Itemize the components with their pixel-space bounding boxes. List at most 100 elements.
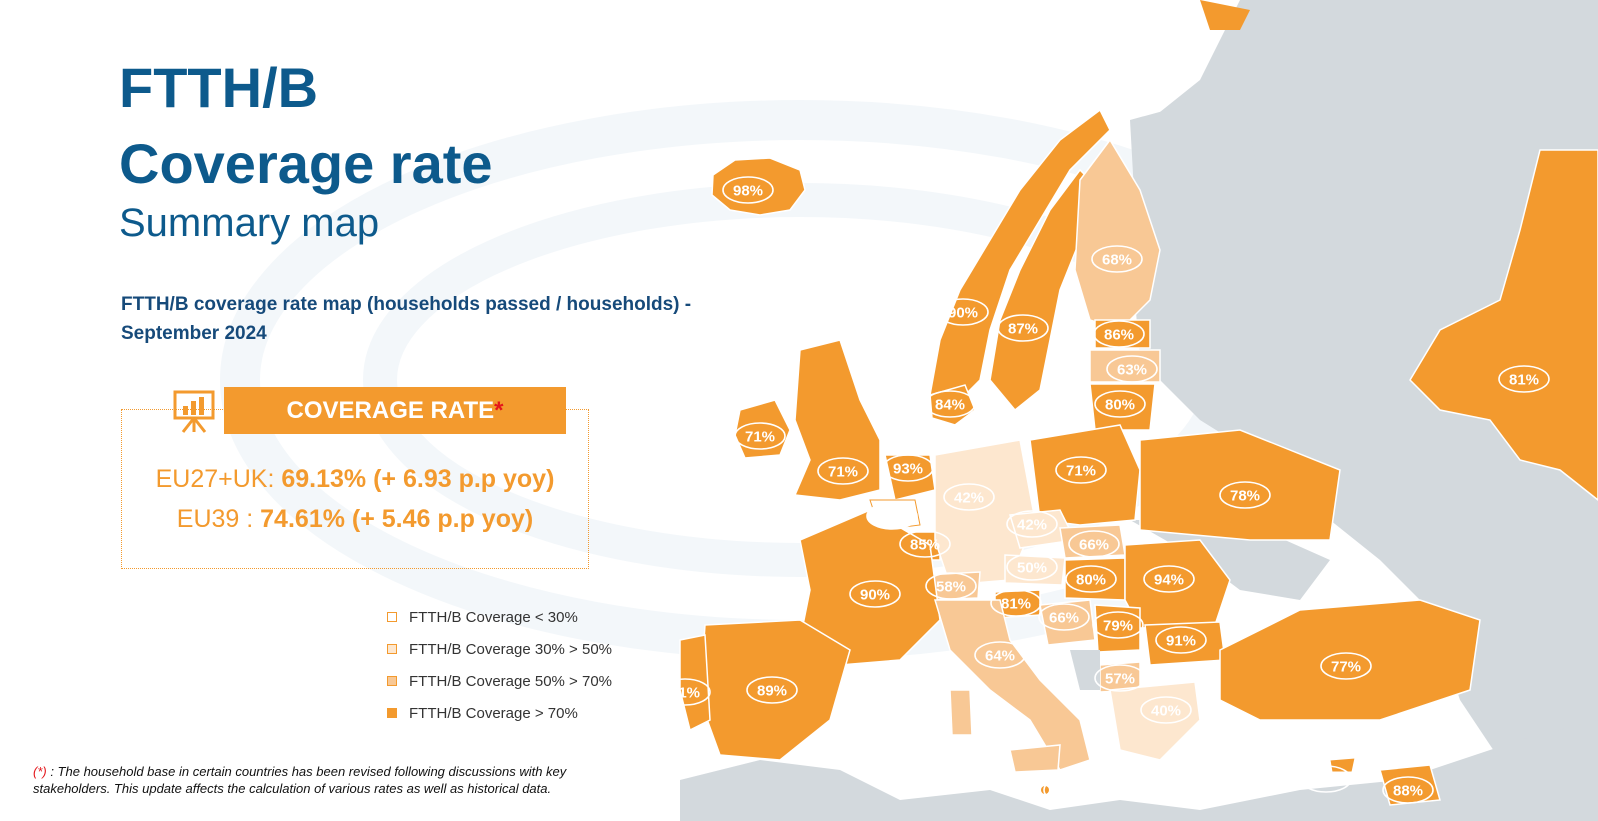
map-label-germany: 42%	[943, 483, 995, 511]
map-label-luxembourg: 85%	[899, 530, 951, 558]
italy-region	[933, 599, 1091, 771]
map-label-bubble	[1094, 664, 1146, 692]
map-label-bubble	[866, 502, 918, 530]
map-label-text: 86%	[1104, 327, 1134, 344]
subtitle-line-1: FTTH/B coverage rate map (households pas…	[121, 294, 692, 315]
map-label-bubble	[1068, 530, 1120, 558]
norway-region	[929, 108, 1111, 401]
map-label-bubble	[899, 530, 951, 558]
map-label-belarus: 78%	[1219, 481, 1271, 509]
map-label-bubble	[1106, 355, 1158, 383]
legend-item-under-30: FTTH/B Coverage < 30%	[387, 607, 578, 627]
map-label-text: 80%	[1105, 397, 1135, 414]
map-label-bubble	[925, 572, 977, 600]
map-label-netherlands: 93%	[882, 454, 934, 482]
map-label-text: 78%	[1230, 488, 1260, 505]
map-label-slovenia: 81%	[990, 589, 1042, 617]
map-label-turkey: 77%	[1320, 652, 1372, 680]
map-label-text: 68%	[1102, 252, 1132, 269]
coverage-rate-heading: COVERAGE RATE *	[224, 387, 566, 434]
map-label-czechia: 42%	[1006, 510, 1058, 538]
legend-swatch-50-70	[387, 676, 397, 686]
map-label-text: 89%	[757, 683, 787, 700]
map-label-latvia: 63%	[1106, 355, 1158, 383]
map-label-bubble	[1092, 611, 1144, 639]
malta-region	[1041, 786, 1049, 794]
map-label-text: 81%	[1509, 372, 1539, 389]
eu39-stat: EU39 : 74.61% (+ 5.46 p.p yoy)	[121, 505, 589, 534]
legend-swatch-over-70	[387, 708, 397, 718]
latvia-region	[1089, 349, 1161, 383]
turkey-region	[1219, 599, 1481, 721]
map-label-bubble	[1320, 652, 1372, 680]
map-label-belgium: 28%	[866, 502, 918, 530]
map-label-bubble	[990, 589, 1042, 617]
map-label-text: 57%	[1105, 671, 1135, 688]
legend-item-over-70: FTTH/B Coverage > 70%	[387, 703, 578, 723]
sicily-region	[1009, 744, 1061, 773]
map-label-bubble	[924, 390, 976, 418]
footnote: (*) : The household base in certain coun…	[33, 763, 623, 797]
eu39-value: 74.61% (+ 5.46 p.p yoy)	[260, 505, 534, 533]
serbia-region	[1094, 604, 1141, 653]
map-label-text: 58%	[936, 579, 966, 596]
coverage-rate-asterisk: *	[494, 396, 504, 424]
map-label-russia: 81%	[1498, 365, 1550, 393]
legend-item-30-50: FTTH/B Coverage 30% > 50%	[387, 639, 612, 659]
page-title-line-1: FTTH/B	[119, 56, 319, 119]
map-subtitle: FTTH/B coverage rate map (households pas…	[121, 290, 741, 348]
uk-region	[793, 339, 881, 501]
map-label-text: 50%	[1017, 560, 1047, 577]
map-label-portugal: 91%	[659, 678, 711, 706]
map-label-austria: 50%	[1006, 553, 1058, 581]
map-label-text: 84%	[935, 397, 965, 414]
map-label-text: 94%	[1154, 572, 1184, 589]
map-label-norway: 90%	[937, 298, 989, 326]
map-label-bubble	[1300, 765, 1352, 793]
map-label-bubble	[1038, 603, 1090, 631]
legend-swatch-under-30	[387, 612, 397, 622]
coverage-rate-heading-text: COVERAGE RATE	[286, 396, 495, 424]
presentation-chart-icon	[173, 390, 215, 433]
portugal-region	[679, 634, 711, 732]
map-label-bubble	[1006, 553, 1058, 581]
eu27uk-label: EU27+UK:	[155, 465, 282, 493]
map-label-lithuania: 80%	[1094, 390, 1146, 418]
map-label-denmark: 84%	[924, 390, 976, 418]
eu27uk-stat: EU27+UK: 69.13% (+ 6.93 p.p yoy)	[121, 465, 589, 494]
map-label-bubble	[1094, 390, 1146, 418]
map-label-bubble	[1006, 510, 1058, 538]
map-label-bubble	[659, 678, 711, 706]
map-label-poland: 71%	[1055, 456, 1107, 484]
map-label-bubble	[1498, 365, 1550, 393]
map-label-romania: 94%	[1143, 565, 1195, 593]
austria-region	[1004, 554, 1066, 586]
map-label-bubble	[943, 483, 995, 511]
footnote-text: : The household base in certain countrie…	[33, 764, 567, 796]
map-label-bubble	[1091, 245, 1143, 273]
map-label-bubble	[1382, 776, 1434, 804]
map-label-estonia: 86%	[1093, 320, 1145, 348]
map-label-iceland: 98%	[722, 176, 774, 204]
map-label-ireland: 71%	[734, 422, 786, 450]
map-label-text: 90%	[860, 587, 890, 604]
map-label-text: 81%	[1001, 596, 1031, 613]
map-label-bubble	[849, 580, 901, 608]
map-label-bubble	[746, 676, 798, 704]
map-label-text: 28%	[877, 509, 907, 526]
map-label-text: 64%	[985, 648, 1015, 665]
map-label-spain: 89%	[746, 676, 798, 704]
map-label-text: 66%	[1049, 610, 1079, 627]
page-title-line-2: Coverage rate	[119, 132, 493, 195]
grey-balkans	[1070, 650, 1100, 690]
map-label-text: 80%	[1076, 572, 1106, 589]
cyprus-region	[1329, 757, 1356, 773]
map-label-bubble	[1143, 565, 1195, 593]
map-label-text: 98%	[733, 183, 763, 200]
map-label-bubble	[1065, 565, 1117, 593]
grey-northeast	[1130, 90, 1260, 380]
map-label-text: 79%	[1103, 618, 1133, 635]
subtitle-line-2: September 2024	[121, 323, 267, 344]
map-label-cyprus: 85%	[1300, 765, 1352, 793]
